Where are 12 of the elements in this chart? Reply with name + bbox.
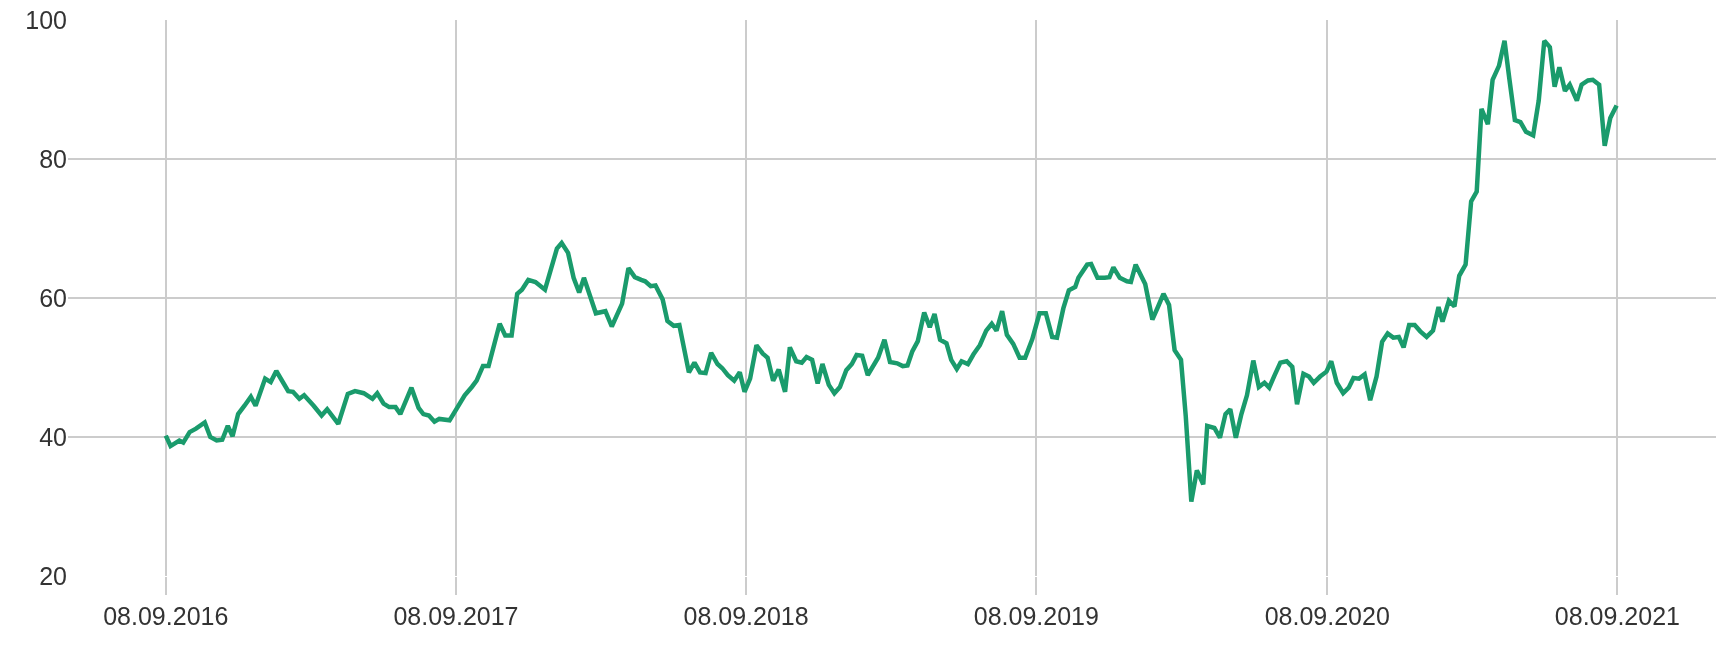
x-tick-label: 08.09.2018 — [683, 602, 809, 630]
line-series — [163, 38, 1619, 504]
y-tick-label: 20 — [39, 561, 67, 590]
y-tick-label: 60 — [39, 283, 67, 312]
x-tick-label: 08.09.2017 — [393, 602, 519, 630]
x-tick-label: 08.09.2020 — [1264, 602, 1390, 630]
y-tick-label: 40 — [39, 422, 67, 451]
x-tick-label: 08.09.2016 — [103, 602, 229, 630]
x-tick-label: 08.09.2021 — [1554, 602, 1680, 630]
y-tick-label: 80 — [39, 144, 67, 173]
x-tick-label: 08.09.2019 — [973, 602, 1099, 630]
y-tick-label: 100 — [25, 5, 67, 34]
